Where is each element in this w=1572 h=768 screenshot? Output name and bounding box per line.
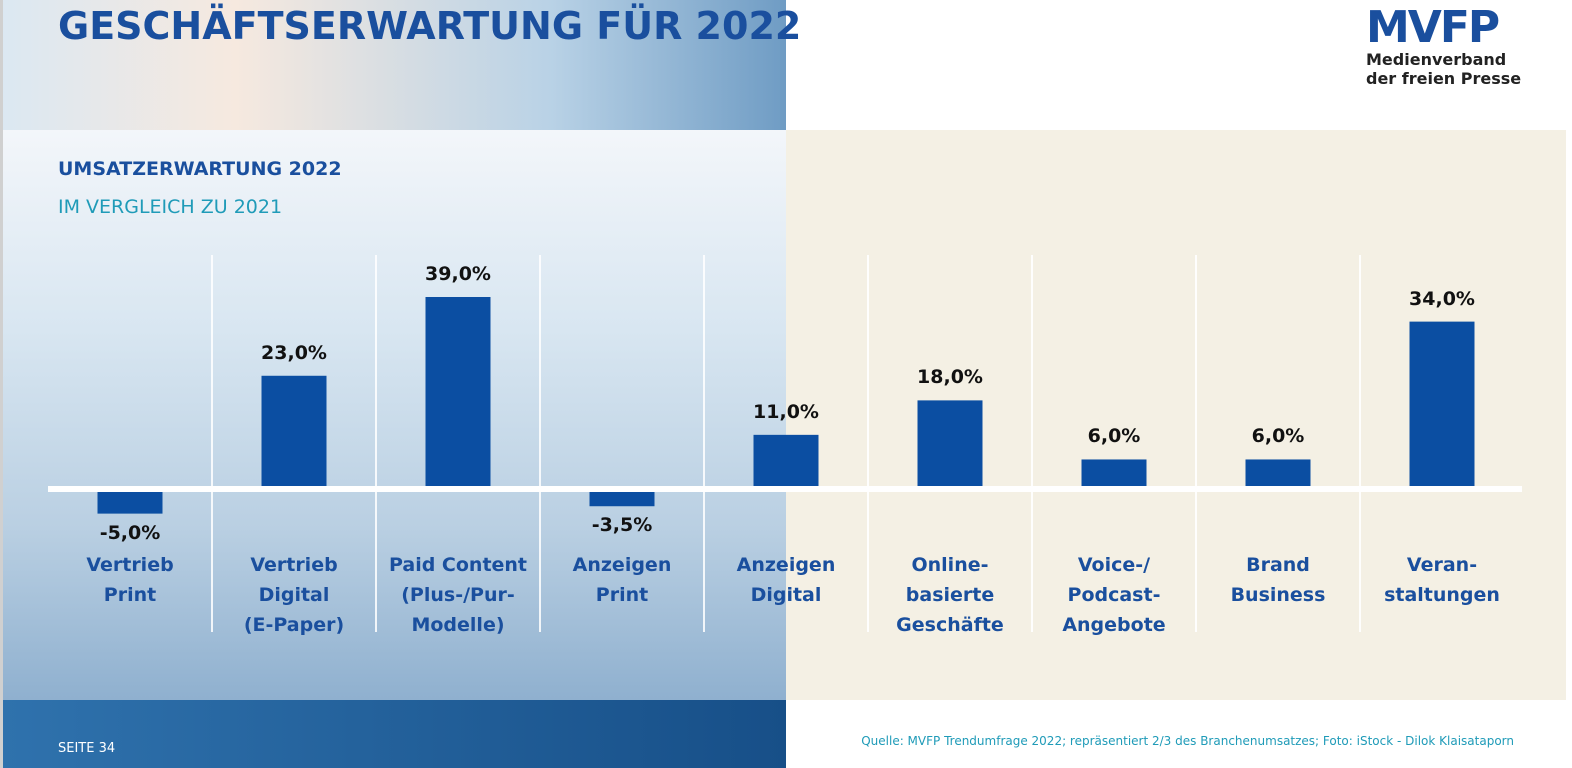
bar	[97, 489, 163, 514]
photo-bottom	[0, 700, 786, 768]
photo	[0, 130, 786, 700]
subtitle-2: IM VERGLEICH ZU 2021	[58, 196, 283, 218]
value-label: -5,0%	[99, 521, 161, 544]
category-label: Anzeigen Print	[572, 554, 672, 606]
value-label: 39,0%	[425, 263, 491, 285]
plot	[97, 297, 1475, 514]
photo-top	[0, 0, 786, 130]
category-label: Brand Business	[1230, 554, 1326, 606]
subtitle: UMSATZERWARTUNG 2022	[58, 158, 342, 180]
edge	[0, 0, 3, 768]
category-label: Veran- staltungen	[1384, 554, 1500, 606]
logo-line: Medienverband	[1366, 50, 1507, 69]
separators	[211, 255, 1361, 632]
category-label: Anzeigen Digital	[736, 554, 836, 606]
value-label: 6,0%	[1251, 425, 1305, 448]
page-number: SEITE 34	[58, 741, 116, 756]
logo-mark: MVFP	[1366, 2, 1500, 53]
category-label: Vertrieb Digital (E-Paper)	[243, 554, 345, 636]
logo-line: der freien Presse	[1366, 69, 1522, 88]
bar	[1409, 321, 1475, 489]
category-label: Online- basierte Geschäfte	[896, 554, 1004, 636]
value-label: 6,0%	[1087, 425, 1141, 448]
bar	[1081, 459, 1147, 489]
title: GESCHÄFTSERWARTUNG FÜR 2022	[58, 4, 802, 48]
value-label: 23,0%	[261, 341, 327, 364]
value-label: 34,0%	[1409, 287, 1475, 310]
category-label: Vertrieb Print	[86, 554, 174, 606]
value-label: 18,0%	[917, 366, 983, 389]
source: Quelle: MVFP Trendumfrage 2022; repräsen…	[861, 734, 1514, 748]
bar	[589, 489, 655, 507]
bar	[753, 434, 819, 489]
category-label: Voice-/ Podcast- Angebote	[1062, 554, 1166, 636]
baseline	[48, 486, 1522, 492]
bar	[261, 375, 327, 489]
bar	[1245, 459, 1311, 489]
value-label: 11,0%	[753, 400, 819, 423]
bar	[917, 400, 983, 489]
bar	[425, 297, 491, 489]
category-label: Paid Content (Plus-/Pur- Modelle)	[388, 554, 528, 636]
value-label: -3,5%	[591, 514, 653, 537]
